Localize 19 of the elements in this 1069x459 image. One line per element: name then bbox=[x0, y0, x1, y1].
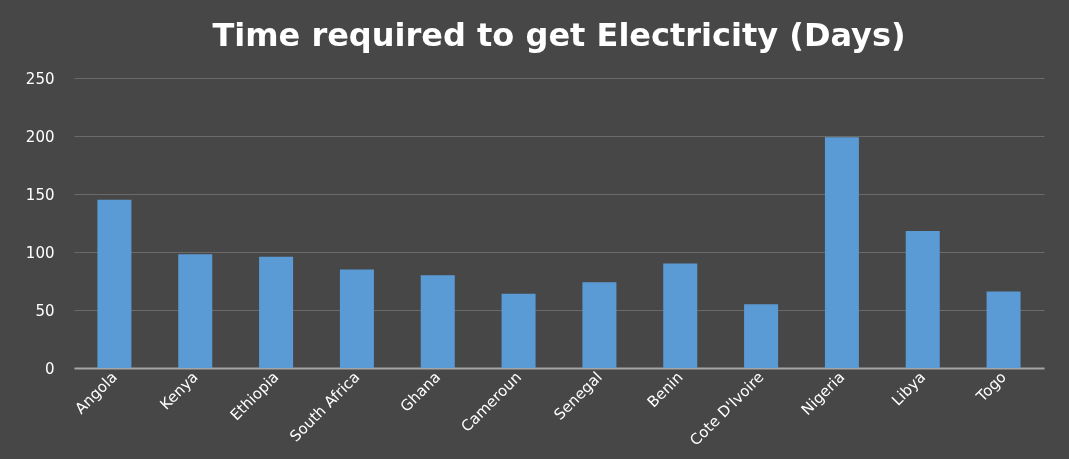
y-tick-label: 0 bbox=[44, 359, 55, 378]
y-tick-label: 250 bbox=[25, 69, 55, 88]
bar bbox=[339, 269, 374, 368]
bar bbox=[744, 304, 779, 368]
y-tick-label: 100 bbox=[25, 243, 55, 262]
y-tick-label: 150 bbox=[25, 185, 55, 204]
bar bbox=[824, 137, 859, 368]
bar bbox=[178, 254, 213, 368]
bar bbox=[663, 263, 698, 368]
y-tick-label: 50 bbox=[35, 301, 55, 320]
bar bbox=[986, 291, 1021, 368]
bar bbox=[420, 275, 455, 368]
bar bbox=[501, 293, 536, 368]
y-tick-label: 200 bbox=[25, 127, 55, 146]
chart-title: Time required to get Electricity (Days) bbox=[212, 16, 906, 54]
bar bbox=[905, 231, 940, 368]
bar bbox=[97, 199, 132, 368]
bar bbox=[259, 256, 294, 368]
bar bbox=[582, 282, 617, 368]
